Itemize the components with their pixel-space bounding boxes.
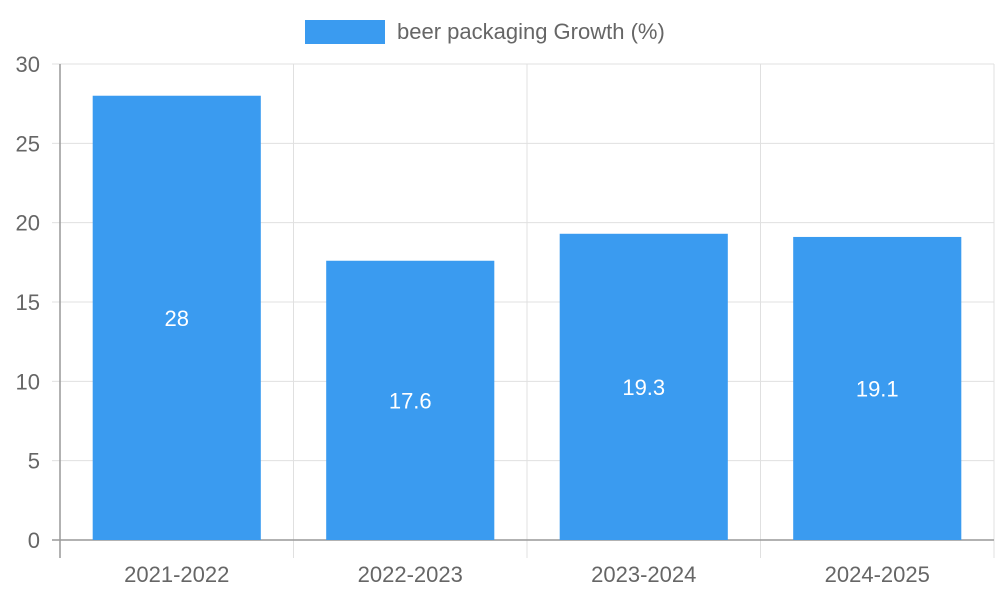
tick-labels: 0 5 10 15 20 25 30 2021-2022 2022-2023 2023-2024 2… (16, 52, 930, 587)
x-tick-label: 2024-2025 (825, 562, 930, 587)
legend-swatch (305, 20, 385, 44)
bar-2023-2024 (559, 233, 728, 541)
y-tick-label: 30 (16, 52, 40, 77)
bars (92, 95, 962, 541)
x-tick-label: 2021-2022 (124, 562, 229, 587)
legend: beer packaging Growth (%) (305, 19, 665, 44)
bar-value-label: 17.6 (389, 388, 432, 413)
bar-value-label: 28 (165, 306, 189, 331)
bar-value-label: 19.3 (622, 375, 665, 400)
y-tick-label: 5 (28, 449, 40, 474)
bar-2022-2023 (326, 260, 495, 540)
data-labels: 28 17.6 19.3 19.1 (165, 306, 899, 414)
y-tick-label: 20 (16, 211, 40, 236)
y-tick-label: 10 (16, 369, 40, 394)
y-tick-label: 0 (28, 528, 40, 553)
x-tick-label: 2022-2023 (358, 562, 463, 587)
legend-label: beer packaging Growth (%) (397, 19, 665, 44)
y-tick-label: 25 (16, 131, 40, 156)
bar-2021-2022 (92, 95, 261, 540)
bar-2024-2025 (793, 236, 962, 541)
y-tick-label: 15 (16, 290, 40, 315)
bar-value-label: 19.1 (856, 376, 899, 401)
x-tick-label: 2023-2024 (591, 562, 696, 587)
